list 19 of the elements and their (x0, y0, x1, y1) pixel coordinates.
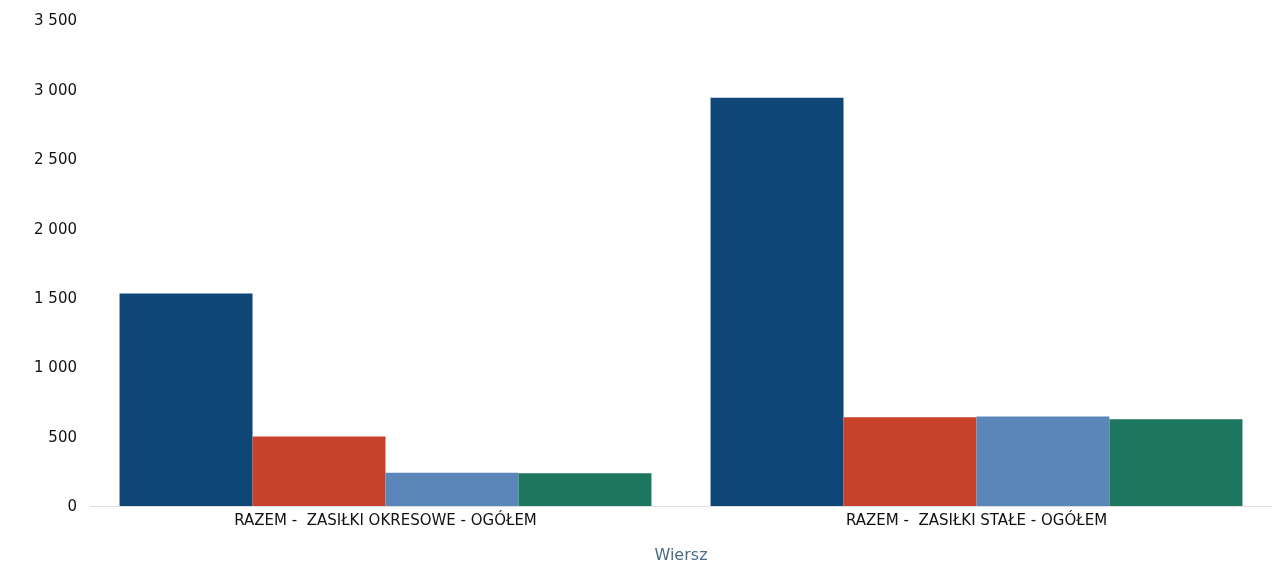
bar (976, 416, 1110, 506)
bar (843, 417, 977, 506)
y-tick-label: 2 000 (34, 219, 77, 238)
y-tick-label: 2 500 (34, 150, 77, 169)
y-tick-label: 3 000 (34, 80, 77, 99)
y-tick-label: 1 000 (34, 358, 77, 377)
x-tick-label: RAZEM - ZASIŁKI OKRESOWE - OGÓŁEM (234, 510, 537, 529)
bar (710, 97, 844, 506)
y-tick-label: 1 500 (34, 288, 77, 307)
y-tick-label: 500 (48, 427, 77, 446)
y-tick-label: 3 500 (34, 11, 77, 30)
bar (1109, 419, 1243, 506)
bar (518, 473, 652, 506)
bar (385, 472, 519, 506)
x-axis-title: Wiersz (654, 544, 708, 564)
x-tick-label: RAZEM - ZASIŁKI STAŁE - OGÓŁEM (845, 510, 1108, 529)
bar (119, 293, 253, 506)
bar (252, 436, 386, 506)
y-tick-label: 0 (67, 497, 77, 516)
